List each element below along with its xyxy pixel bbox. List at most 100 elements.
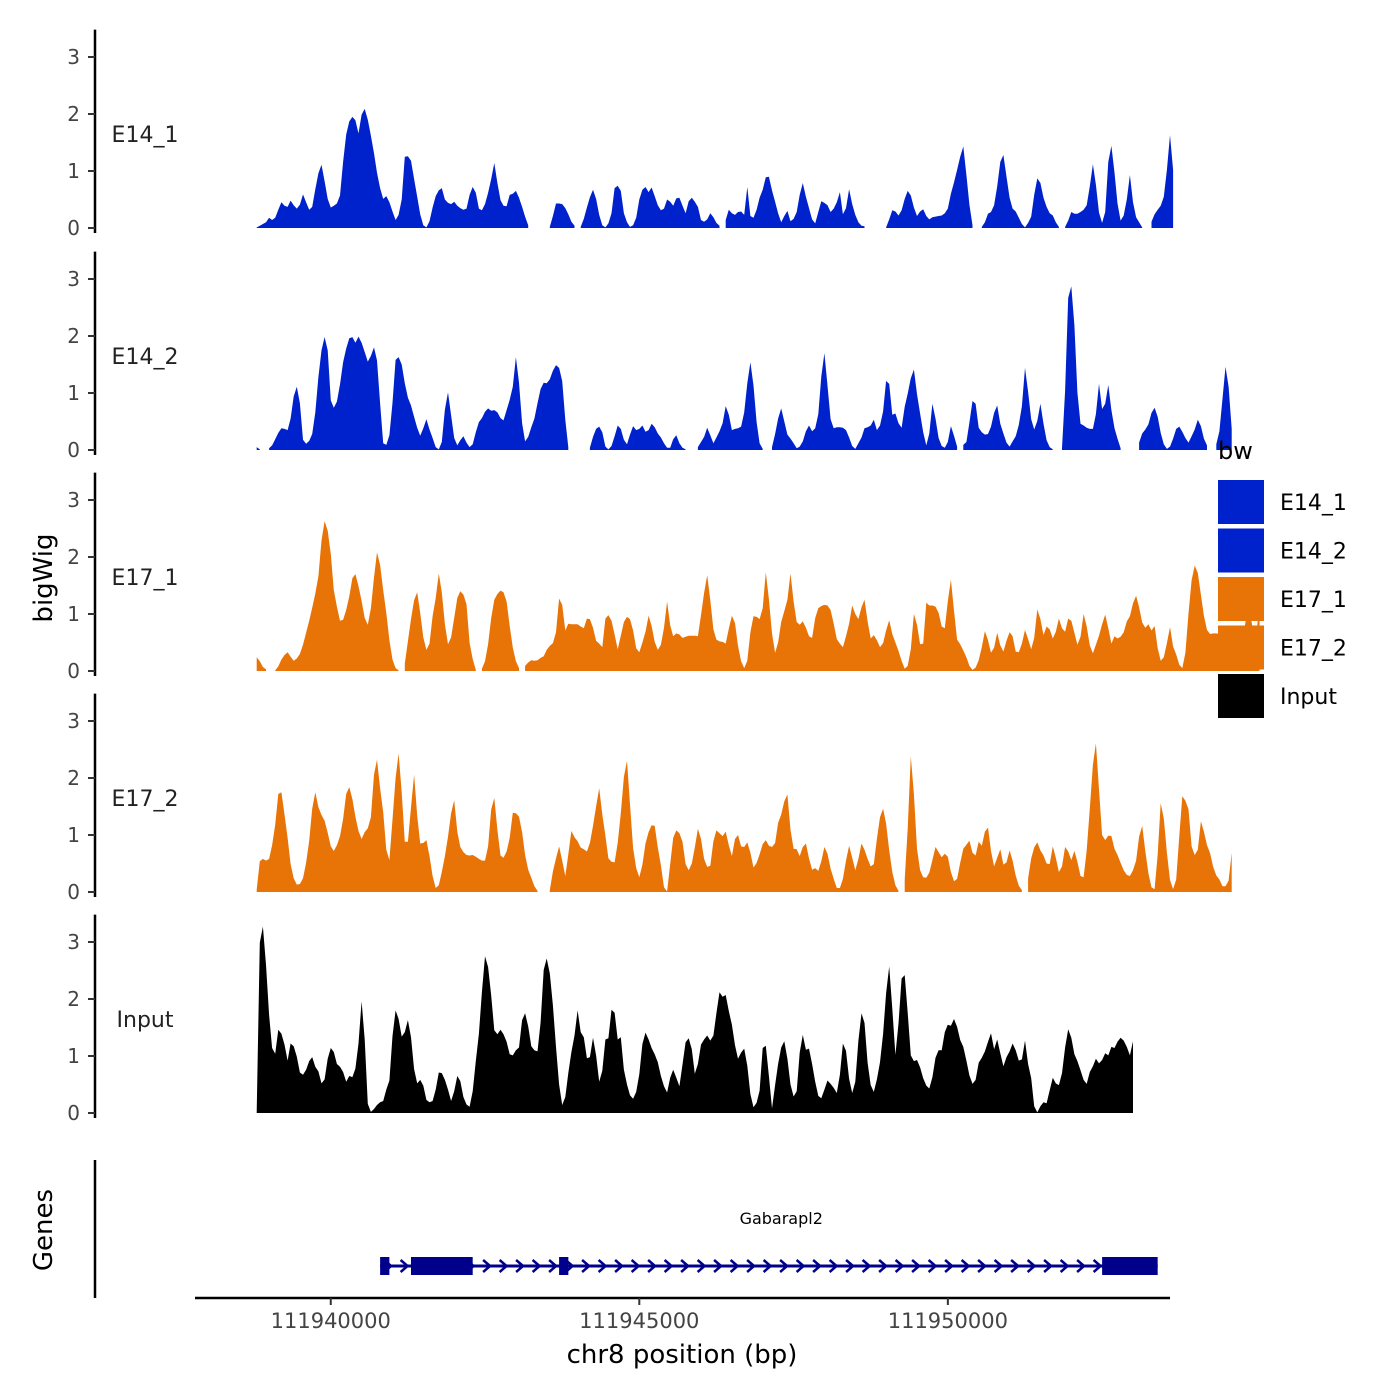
signal-area-segment — [904, 756, 1022, 892]
x-axis-title: chr8 position (bp) — [567, 1340, 798, 1370]
signal-area-segment — [1151, 135, 1174, 228]
legend-title: bw — [1218, 437, 1253, 465]
track-panel-e14-1: 0 1 2 3 E14_1 — [67, 29, 1174, 240]
legend-label: E17_2 — [1280, 637, 1347, 662]
y-tick-label: 0 — [67, 1101, 80, 1125]
signal-area-segment — [981, 155, 1059, 228]
signal-area-segment — [269, 336, 569, 450]
strand-arrow — [663, 1259, 674, 1273]
strand-arrow — [927, 1259, 938, 1273]
strand-arrow — [614, 1259, 625, 1273]
genes-panel: Gabarapl2 — [93, 1160, 1158, 1298]
gene-exon — [559, 1257, 569, 1275]
strand-arrow — [993, 1259, 1004, 1273]
strand-arrow — [581, 1259, 592, 1273]
signal-area-segment — [549, 760, 899, 892]
strand-arrow — [1059, 1259, 1070, 1273]
strand-arrow — [944, 1259, 955, 1273]
signal-area-segment — [256, 447, 260, 450]
y-tick-label: 0 — [67, 216, 80, 240]
y-tick-label: 1 — [67, 1044, 80, 1068]
gene-name-label: Gabarapl2 — [740, 1209, 823, 1228]
x-tick-label: 111950000 — [888, 1309, 1008, 1333]
y-tick-label: 1 — [67, 823, 80, 847]
strand-arrow — [630, 1259, 641, 1273]
signal-area-segment — [1062, 286, 1121, 450]
legend-swatch — [1218, 528, 1264, 573]
strand-arrow — [779, 1259, 790, 1273]
strand-arrow — [845, 1259, 856, 1273]
signal-area-segment — [580, 185, 720, 228]
gene-exon — [1102, 1257, 1158, 1275]
y-tick-label: 2 — [67, 102, 80, 126]
strand-arrow — [1092, 1259, 1103, 1273]
strand-arrow — [812, 1259, 823, 1273]
track-panel-e17-2: 0 1 2 3 E17_2 — [67, 693, 1232, 904]
gene-exon — [410, 1257, 473, 1275]
strand-arrow — [762, 1259, 773, 1273]
signal-area-segment — [256, 753, 538, 892]
strand-arrow — [531, 1259, 542, 1273]
y-tick-label: 0 — [67, 880, 80, 904]
legend-label: E14_1 — [1280, 491, 1347, 516]
track-panel-e14-2: 0 1 2 3 E14_2 — [67, 251, 1232, 462]
y-tick-label: 3 — [67, 45, 80, 69]
strand-arrow — [828, 1259, 839, 1273]
signal-area-segment — [256, 657, 266, 671]
signal-area-segment — [1216, 366, 1232, 450]
y-tick-label: 0 — [67, 438, 80, 462]
y-tick-label: 2 — [67, 987, 80, 1011]
signal-area-segment — [404, 573, 476, 671]
legend-label: E17_1 — [1280, 588, 1347, 613]
strand-arrow — [894, 1259, 905, 1273]
signal-area-segment — [525, 565, 1260, 671]
track-panel-e17-1: 0 1 2 3 E17_1 — [67, 472, 1260, 683]
signal-area-segment — [275, 521, 399, 671]
signal-area-segment — [697, 362, 763, 450]
strand-arrow — [498, 1259, 509, 1273]
y-tick-label: 3 — [67, 930, 80, 954]
strand-arrow — [878, 1259, 889, 1273]
y-tick-label: 3 — [67, 709, 80, 733]
legend: bw E14_1 E14_2 E17_1 E17_2 Input — [1218, 437, 1347, 718]
signal-area-segment — [886, 146, 973, 228]
signal-area-segment — [725, 176, 865, 228]
strand-arrow — [696, 1259, 707, 1273]
y-tick-label: 0 — [67, 659, 80, 683]
y-tick-label: 1 — [67, 602, 80, 626]
bigwig-panels: 0 1 2 3 E14_1 0 1 2 3 E14_2 0 1 2 3 E17_1 0 1 2 3 E17_2 0 1 2 3… — [67, 29, 1260, 1125]
y-tick-label: 2 — [67, 324, 80, 348]
signal-area-segment — [589, 423, 686, 450]
strand-arrow — [515, 1259, 526, 1273]
signal-area-segment — [1139, 407, 1207, 450]
legend-swatch — [1218, 625, 1264, 670]
strand-arrow — [647, 1259, 658, 1273]
y-tick-label: 1 — [67, 159, 80, 183]
signal-area-segment — [256, 108, 529, 228]
gene-exon — [380, 1257, 390, 1275]
legend-swatch — [1218, 674, 1264, 718]
strand-arrow — [729, 1259, 740, 1273]
track-label: E17_1 — [112, 566, 179, 591]
signal-area-segment — [963, 367, 1053, 450]
signal-area-segment — [481, 590, 519, 671]
track-label: E17_2 — [112, 787, 179, 812]
track-panel-input: 0 1 2 3 Input — [67, 914, 1133, 1125]
strand-arrow — [713, 1259, 724, 1273]
y-tick-label: 3 — [67, 488, 80, 512]
genes-track-label: Genes — [29, 1189, 59, 1271]
legend-swatch — [1218, 577, 1264, 621]
strand-arrow — [1076, 1259, 1087, 1273]
track-label: E14_2 — [112, 345, 179, 370]
track-label: E14_1 — [112, 123, 179, 148]
strand-arrow — [548, 1259, 559, 1273]
signal-area-segment — [549, 203, 575, 228]
strand-arrow — [399, 1259, 410, 1273]
y-tick-label: 3 — [67, 267, 80, 291]
signal-area-segment — [256, 926, 1133, 1113]
strand-arrow — [861, 1259, 872, 1273]
strand-arrow — [1026, 1259, 1037, 1273]
legend-label: Input — [1280, 685, 1337, 710]
y-tick-label: 2 — [67, 766, 80, 790]
